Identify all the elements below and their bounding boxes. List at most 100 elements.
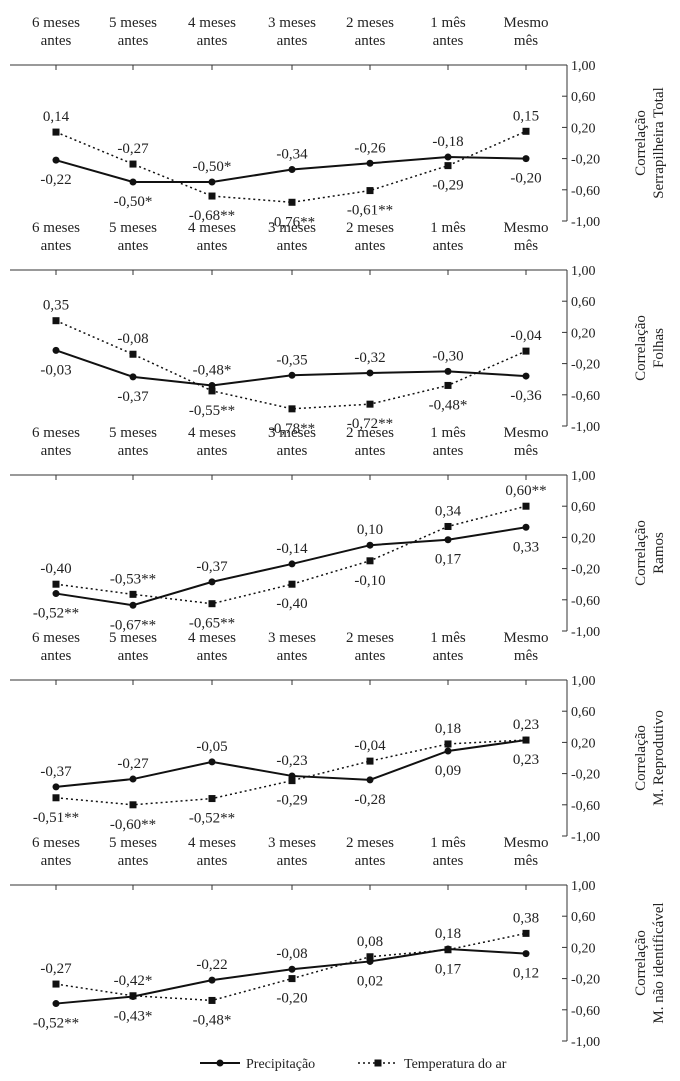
- precipitation-marker: [208, 178, 216, 186]
- y-axis-label: Correlação M. não identificável: [633, 902, 667, 1023]
- precipitation-marker: [366, 369, 374, 377]
- category-label: 4 meses antes: [188, 425, 236, 459]
- precipitation-marker: [208, 976, 216, 984]
- precipitation-data-label: 0,18: [435, 926, 461, 942]
- temperature-data-label: -0,55**: [189, 403, 235, 419]
- y-tick-label: -1,00: [571, 215, 600, 230]
- precipitation-data-label: -0,36: [510, 388, 542, 404]
- precipitation-marker: [444, 367, 452, 375]
- y-tick-label: 0,60: [571, 910, 596, 925]
- category-label: 2 meses antes: [346, 15, 394, 49]
- y-tick-label: 0,20: [571, 326, 596, 341]
- y-tick-label: -0,60: [571, 1004, 600, 1019]
- precipitation-marker: [129, 373, 137, 381]
- temperature-marker: [288, 580, 296, 588]
- y-axis-label: Correlação Folhas: [633, 315, 667, 381]
- temperature-marker: [522, 736, 530, 744]
- temperature-data-label: 0,23: [513, 752, 539, 768]
- y-tick-label: -1,00: [571, 625, 600, 640]
- y-axis-label: Correlação M. Reprodutivo: [633, 710, 667, 806]
- temperature-marker: [444, 522, 452, 530]
- y-tick-label: -0,20: [571, 973, 600, 988]
- category-label: 6 meses antes: [32, 220, 80, 254]
- temperature-data-label: 0,34: [435, 503, 462, 519]
- y-tick-label: -0,60: [571, 799, 600, 814]
- temperature-marker: [52, 128, 60, 136]
- category-label: 6 meses antes: [32, 425, 80, 459]
- precipitation-data-label: -0,50*: [193, 159, 232, 175]
- temperature-data-label: -0,68**: [189, 208, 235, 224]
- temperature-marker: [208, 387, 216, 395]
- y-tick-label: 0,60: [571, 705, 596, 720]
- panel-1: 6 meses antes 5 meses antes 4 meses antes 3 me…: [10, 15, 667, 230]
- temperature-data-label: 0,14: [43, 109, 70, 125]
- precipitation-marker: [288, 965, 296, 973]
- temperature-data-label: -0,48*: [429, 397, 468, 413]
- precipitation-marker: [52, 1000, 60, 1008]
- temperature-marker: [522, 929, 530, 937]
- precipitation-data-label: -0,50*: [114, 194, 153, 210]
- precipitation-data-label: -0,26: [354, 140, 386, 156]
- precipitation-data-label: -0,14: [276, 541, 308, 557]
- precipitation-marker: [288, 560, 296, 568]
- temperature-data-label: 0,60**: [505, 483, 546, 499]
- category-label: 3 meses antes: [268, 220, 316, 254]
- temperature-marker: [366, 953, 374, 961]
- precipitation-data-label: -0,22: [40, 172, 71, 188]
- temperature-data-label: 0,08: [357, 934, 383, 950]
- temperature-data-label: -0,04: [354, 738, 386, 754]
- y-tick-label: -0,20: [571, 358, 600, 373]
- temperature-data-label: -0,52**: [189, 811, 235, 827]
- temperature-marker: [522, 347, 530, 355]
- precipitation-data-label: -0,37: [117, 389, 149, 405]
- category-label: 6 meses antes: [32, 835, 80, 869]
- y-tick-label: -1,00: [571, 420, 600, 435]
- temperature-data-label: -0,61**: [347, 203, 393, 219]
- category-label: 3 meses antes: [268, 425, 316, 459]
- legend-temperature-marker: [374, 1059, 382, 1067]
- temperature-marker: [129, 801, 137, 809]
- y-tick-label: 0,60: [571, 90, 596, 105]
- precipitation-data-label: -0,32: [354, 350, 385, 366]
- temperature-marker: [288, 198, 296, 206]
- precipitation-data-label: -0,43*: [114, 1009, 153, 1025]
- precipitation-data-label: -0,23: [276, 753, 307, 769]
- y-tick-label: -1,00: [571, 1035, 600, 1050]
- precipitation-data-label: -0,34: [276, 147, 308, 163]
- y-tick-label: -0,20: [571, 563, 600, 578]
- precipitation-data-label: -0,30: [432, 348, 463, 364]
- temperature-marker: [129, 350, 137, 358]
- temperature-marker: [208, 600, 216, 608]
- precipitation-marker: [52, 346, 60, 354]
- y-tick-label: 0,20: [571, 121, 596, 136]
- category-label: 1 mês antes: [430, 220, 466, 254]
- precipitation-data-label: -0,18: [432, 134, 463, 150]
- y-tick-label: -0,60: [571, 389, 600, 404]
- temperature-marker: [444, 740, 452, 748]
- temperature-marker: [52, 580, 60, 588]
- precipitation-marker: [522, 155, 530, 163]
- temperature-data-label: -0,65**: [189, 616, 235, 632]
- y-tick-label: 0,20: [571, 531, 596, 546]
- y-tick-label: -0,60: [571, 594, 600, 609]
- temperature-marker: [522, 127, 530, 135]
- temperature-marker: [52, 980, 60, 988]
- precipitation-marker: [522, 372, 530, 380]
- y-axis-label: Correlação Serrapilheira Total: [633, 87, 667, 199]
- precipitation-marker: [52, 783, 60, 791]
- category-label: Mesmo mês: [504, 630, 549, 664]
- precipitation-data-label: -0,37: [40, 764, 72, 780]
- y-tick-label: 0,20: [571, 941, 596, 956]
- category-label: Mesmo mês: [504, 425, 549, 459]
- y-tick-label: 0,60: [571, 295, 596, 310]
- temperature-marker: [288, 975, 296, 983]
- y-tick-label: 0,20: [571, 736, 596, 751]
- category-label: 3 meses antes: [268, 630, 316, 664]
- category-label: 5 meses antes: [109, 220, 157, 254]
- temperature-data-label: 0,35: [43, 298, 69, 314]
- precipitation-marker: [288, 166, 296, 174]
- precipitation-data-label: -0,28: [354, 792, 385, 808]
- temperature-data-label: 0,15: [513, 108, 539, 124]
- temperature-marker: [52, 317, 60, 325]
